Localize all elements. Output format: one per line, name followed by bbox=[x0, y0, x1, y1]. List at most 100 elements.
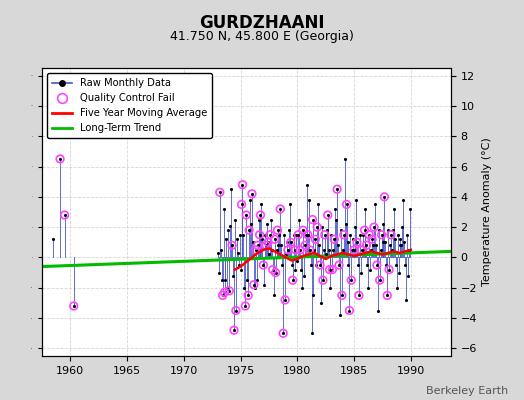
Point bbox=[390, 206, 398, 212]
Point bbox=[299, 227, 307, 233]
Point bbox=[310, 247, 319, 253]
Point bbox=[278, 262, 287, 268]
Point bbox=[356, 232, 364, 238]
Y-axis label: Temperature Anomaly (°C): Temperature Anomaly (°C) bbox=[483, 138, 493, 286]
Point bbox=[225, 288, 233, 294]
Point bbox=[400, 239, 409, 246]
Point bbox=[244, 292, 253, 298]
Text: Berkeley Earth: Berkeley Earth bbox=[426, 386, 508, 396]
Point bbox=[342, 201, 351, 208]
Point bbox=[313, 224, 321, 230]
Point bbox=[269, 266, 277, 273]
Point bbox=[244, 292, 253, 298]
Point bbox=[320, 247, 328, 253]
Point bbox=[331, 206, 340, 212]
Point bbox=[326, 284, 335, 291]
Point bbox=[240, 284, 248, 291]
Point bbox=[291, 247, 300, 253]
Point bbox=[392, 284, 401, 291]
Point bbox=[276, 206, 285, 212]
Point bbox=[270, 236, 279, 242]
Point bbox=[230, 327, 238, 334]
Point bbox=[357, 247, 366, 253]
Point bbox=[49, 236, 58, 242]
Point bbox=[322, 227, 331, 233]
Point bbox=[252, 247, 260, 253]
Point bbox=[259, 262, 267, 268]
Point bbox=[274, 242, 282, 248]
Point bbox=[329, 247, 337, 253]
Point bbox=[60, 212, 69, 218]
Point bbox=[363, 262, 372, 268]
Point bbox=[295, 216, 303, 223]
Point bbox=[388, 247, 396, 253]
Point bbox=[260, 282, 268, 288]
Point bbox=[352, 197, 360, 203]
Point bbox=[296, 247, 304, 253]
Point bbox=[292, 232, 301, 238]
Point bbox=[248, 191, 256, 197]
Point bbox=[283, 247, 292, 253]
Point bbox=[314, 201, 322, 208]
Point bbox=[319, 277, 327, 284]
Point bbox=[349, 236, 357, 242]
Point bbox=[239, 232, 248, 238]
Point bbox=[312, 262, 321, 268]
Point bbox=[266, 232, 274, 238]
Point bbox=[345, 307, 354, 314]
Point bbox=[367, 247, 375, 253]
Point bbox=[231, 216, 239, 223]
Point bbox=[377, 232, 386, 238]
Point bbox=[288, 277, 297, 284]
Point bbox=[232, 307, 240, 314]
Point bbox=[370, 224, 378, 230]
Point bbox=[274, 227, 282, 233]
Point bbox=[56, 156, 64, 162]
Text: GURDZHAANI: GURDZHAANI bbox=[199, 14, 325, 32]
Point bbox=[256, 212, 265, 218]
Point bbox=[300, 272, 308, 279]
Text: 41.750 N, 45.800 E (Georgia): 41.750 N, 45.800 E (Georgia) bbox=[170, 30, 354, 43]
Point bbox=[325, 266, 334, 273]
Point bbox=[255, 232, 264, 238]
Point bbox=[322, 251, 330, 258]
Point bbox=[229, 272, 237, 279]
Point bbox=[350, 247, 358, 253]
Point bbox=[330, 236, 339, 242]
Point bbox=[219, 292, 227, 298]
Point bbox=[316, 262, 324, 268]
Point bbox=[283, 247, 292, 253]
Point bbox=[288, 262, 296, 268]
Point bbox=[265, 251, 273, 258]
Point bbox=[359, 247, 368, 253]
Point bbox=[267, 216, 275, 223]
Point bbox=[385, 266, 394, 273]
Point bbox=[387, 232, 395, 238]
Point bbox=[337, 227, 345, 233]
Point bbox=[347, 277, 355, 284]
Point bbox=[304, 197, 313, 203]
Legend: Raw Monthly Data, Quality Control Fail, Five Year Moving Average, Long-Term Tren: Raw Monthly Data, Quality Control Fail, … bbox=[47, 73, 212, 138]
Point bbox=[288, 277, 297, 284]
Point bbox=[397, 242, 406, 248]
Point bbox=[245, 227, 253, 233]
Point bbox=[342, 201, 351, 208]
Point bbox=[261, 232, 269, 238]
Point bbox=[274, 227, 282, 233]
Point bbox=[376, 247, 385, 253]
Point bbox=[355, 292, 363, 298]
Point bbox=[263, 221, 271, 227]
Point bbox=[282, 251, 290, 258]
Point bbox=[294, 232, 302, 238]
Point bbox=[335, 262, 343, 268]
Point bbox=[342, 221, 350, 227]
Point bbox=[361, 227, 369, 233]
Point bbox=[357, 247, 366, 253]
Point bbox=[353, 239, 361, 246]
Point bbox=[405, 247, 413, 253]
Point bbox=[379, 221, 388, 227]
Point bbox=[281, 297, 289, 303]
Point bbox=[385, 266, 394, 273]
Point bbox=[234, 250, 242, 256]
Point bbox=[214, 250, 222, 256]
